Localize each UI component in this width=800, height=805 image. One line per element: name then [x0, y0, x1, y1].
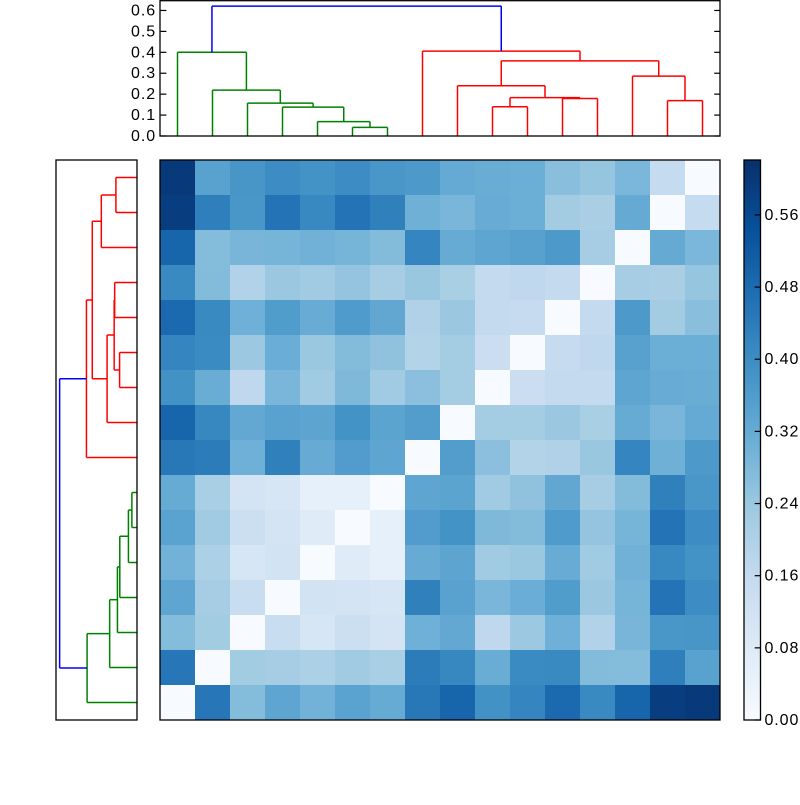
svg-text:0.40: 0.40: [765, 351, 800, 368]
svg-text:0.32: 0.32: [765, 423, 800, 440]
svg-text:0.16: 0.16: [765, 568, 800, 585]
svg-text:0.2: 0.2: [131, 86, 156, 103]
svg-text:0.4: 0.4: [131, 44, 156, 61]
svg-text:0.24: 0.24: [765, 496, 800, 513]
svg-text:0.48: 0.48: [765, 279, 800, 296]
svg-text:0.6: 0.6: [131, 2, 156, 19]
svg-text:0.3: 0.3: [131, 65, 156, 82]
svg-text:0.08: 0.08: [765, 640, 800, 657]
svg-text:0.0: 0.0: [131, 128, 156, 145]
svg-text:0.00: 0.00: [765, 712, 800, 729]
svg-text:0.56: 0.56: [765, 207, 800, 224]
svg-text:0.1: 0.1: [131, 107, 156, 124]
svg-text:0.5: 0.5: [131, 23, 156, 40]
